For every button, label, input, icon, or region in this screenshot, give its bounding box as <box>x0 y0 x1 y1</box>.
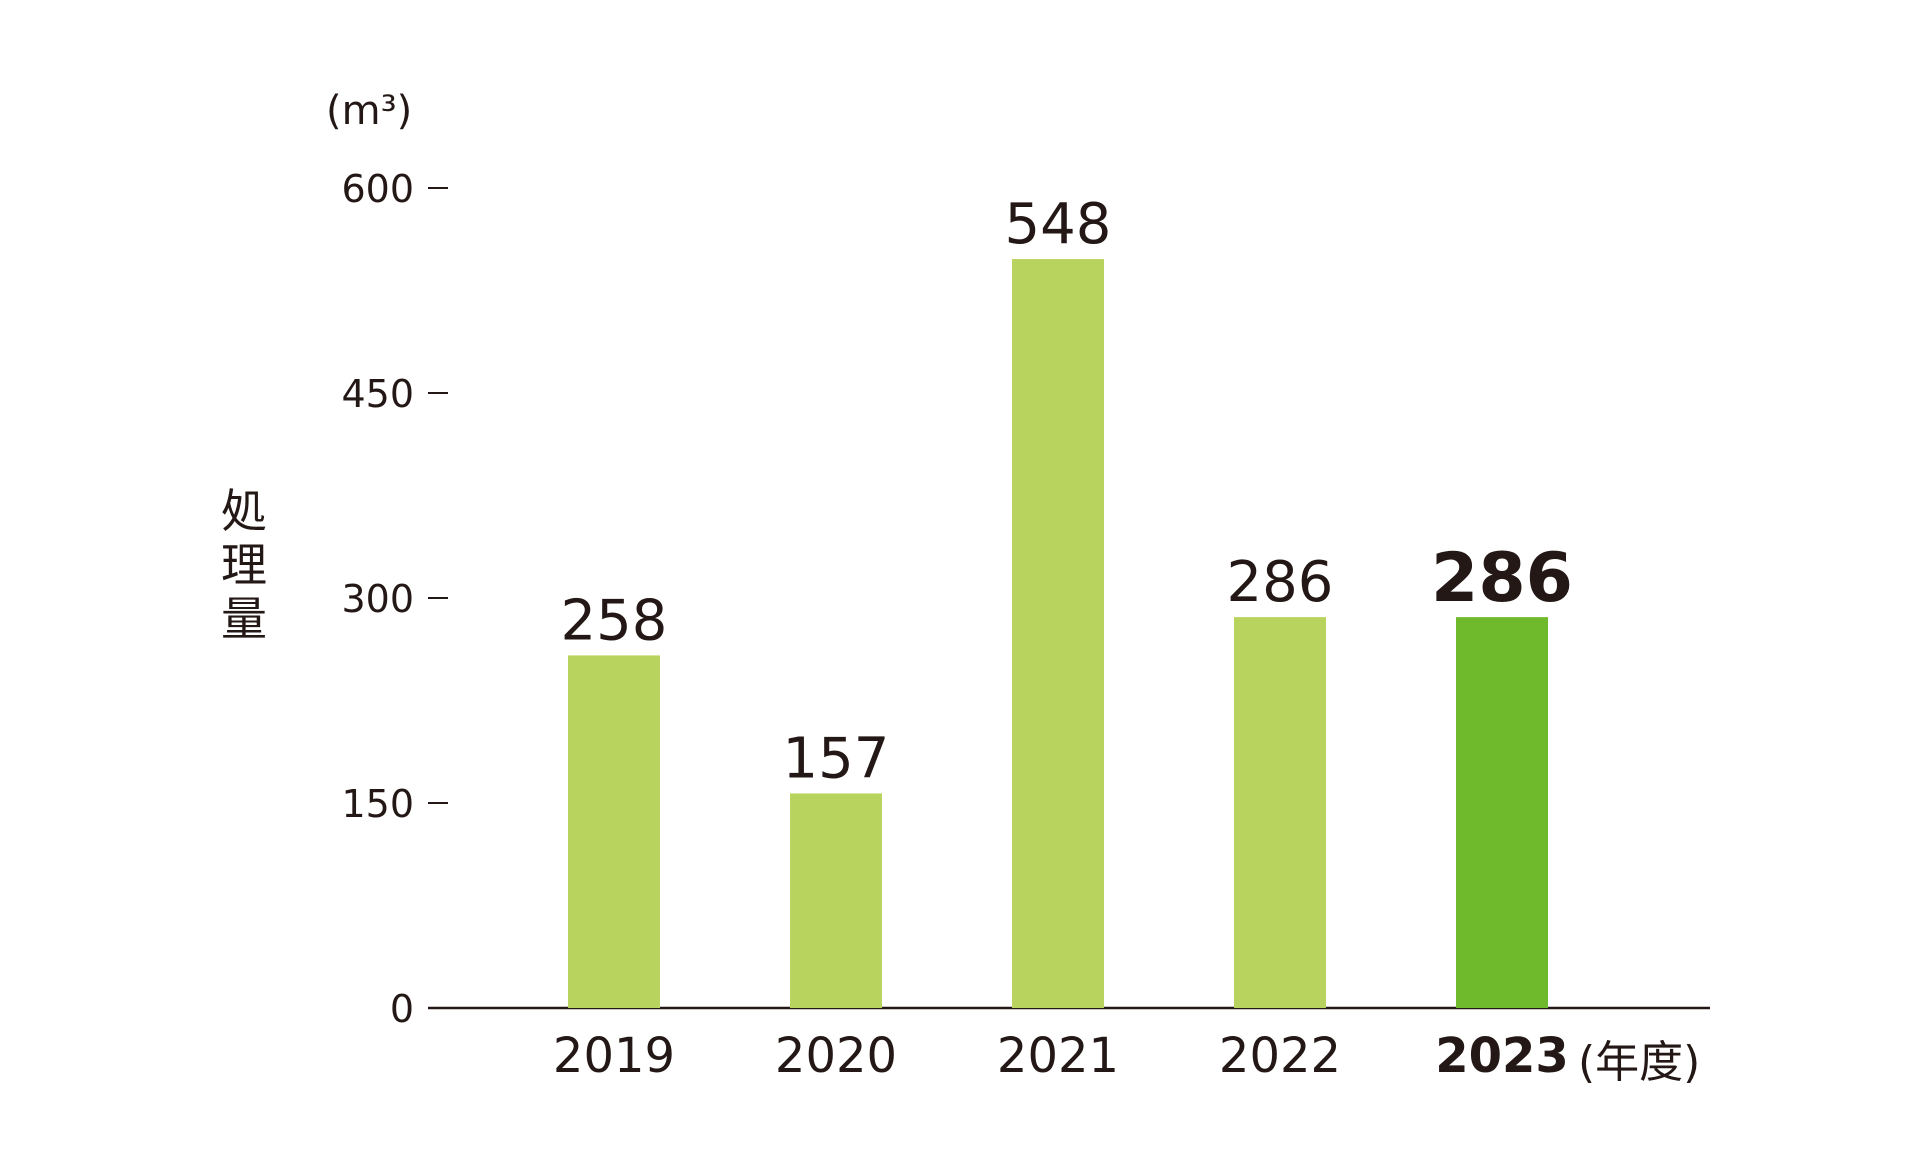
y-tick-label: 450 <box>341 372 414 416</box>
x-tick-label: 2022 <box>1219 1028 1341 1084</box>
y-tick-label: 300 <box>341 577 414 621</box>
bar <box>1456 617 1548 1008</box>
data-label: 286 <box>1431 539 1573 618</box>
data-label: 258 <box>561 588 668 653</box>
y-tick-label: 600 <box>341 167 414 211</box>
x-tick-label: 2020 <box>775 1028 897 1084</box>
x-tick-label: 2021 <box>997 1028 1119 1084</box>
y-axis-label: 処理量 <box>221 484 267 646</box>
data-label: 286 <box>1227 550 1334 615</box>
data-label: 548 <box>1005 192 1112 257</box>
x-tick-label: 2023 <box>1435 1028 1569 1084</box>
bar <box>568 655 660 1008</box>
bar <box>1234 617 1326 1008</box>
x-axis-unit: (年度) <box>1578 1037 1701 1088</box>
bar <box>1012 259 1104 1009</box>
y-tick-label: 0 <box>390 987 414 1031</box>
bar <box>790 793 882 1008</box>
y-axis-unit: (m³) <box>326 88 413 134</box>
y-tick-label: 150 <box>341 782 414 826</box>
x-tick-label: 2019 <box>553 1028 675 1084</box>
data-label: 157 <box>783 726 890 791</box>
